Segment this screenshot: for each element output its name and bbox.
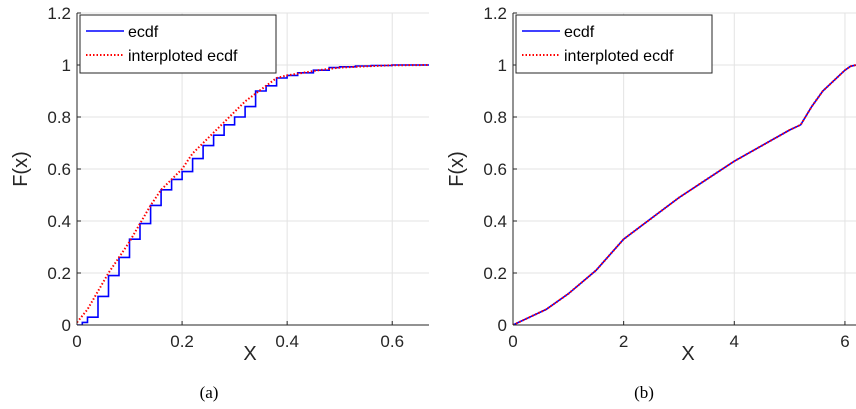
series-line-ecdf: [77, 64, 429, 325]
y-tick-label: 0.4: [483, 212, 507, 231]
panel-caption: (b): [634, 383, 654, 402]
y-tick-label: 0.8: [483, 108, 507, 127]
legend: ecdf interploted ecdf: [79, 14, 277, 74]
x-axis-label: X: [681, 343, 694, 365]
legend-box: [79, 14, 277, 74]
y-tick-label: 0.2: [483, 264, 507, 283]
legend: ecdf interploted ecdf: [515, 14, 713, 74]
panel-caption: (a): [200, 383, 219, 402]
x-tick-label: 0: [508, 332, 517, 351]
series-line-ecdf: [513, 64, 856, 325]
y-tick-label: 1: [498, 56, 507, 75]
x-tick-label: 4: [730, 332, 739, 351]
y-axis-label: F(x): [10, 151, 32, 187]
x-tick-label: 0: [72, 332, 81, 351]
x-tick-label: 0.2: [170, 332, 194, 351]
legend-label-interploted-ecdf: interploted ecdf: [564, 48, 674, 65]
y-tick-label: 1.2: [47, 4, 71, 23]
legend-box: [515, 14, 713, 74]
series-line-interploted-ecdf: [513, 64, 856, 325]
chart-a: 0 0.2 0.4 0.6 0 0.2 0.4 0.6 0.8 1 1.2 X F(x) (a) ecdf i…: [10, 4, 429, 402]
y-tick-label: 0: [498, 316, 507, 335]
x-tick-label: 6: [840, 332, 849, 351]
x-tick-label: 0.4: [275, 332, 299, 351]
y-axis-label: F(x): [446, 151, 468, 187]
x-tick-label: 0.6: [380, 332, 404, 351]
y-tick-label: 0.6: [47, 160, 71, 179]
legend-label-ecdf: ecdf: [564, 24, 595, 41]
y-tick-label: 0.2: [47, 264, 71, 283]
x-tick-label: 2: [619, 332, 628, 351]
y-tick-label: 0.6: [483, 160, 507, 179]
legend-label-interploted-ecdf: interploted ecdf: [128, 48, 238, 65]
y-tick-label: 0.8: [47, 108, 71, 127]
legend-label-ecdf: ecdf: [128, 24, 159, 41]
y-tick-label: 0.4: [47, 212, 71, 231]
y-tick-label: 1.2: [483, 4, 507, 23]
x-axis-label: X: [243, 343, 256, 365]
y-tick-label: 0: [62, 316, 71, 335]
chart-b: 0 2 4 6 0 0.2 0.4 0.6 0.8 1 1.2 X F(x) (b) ecdf interpl…: [446, 4, 856, 402]
series-line-interploted-ecdf: [77, 64, 429, 324]
y-tick-label: 1: [62, 56, 71, 75]
